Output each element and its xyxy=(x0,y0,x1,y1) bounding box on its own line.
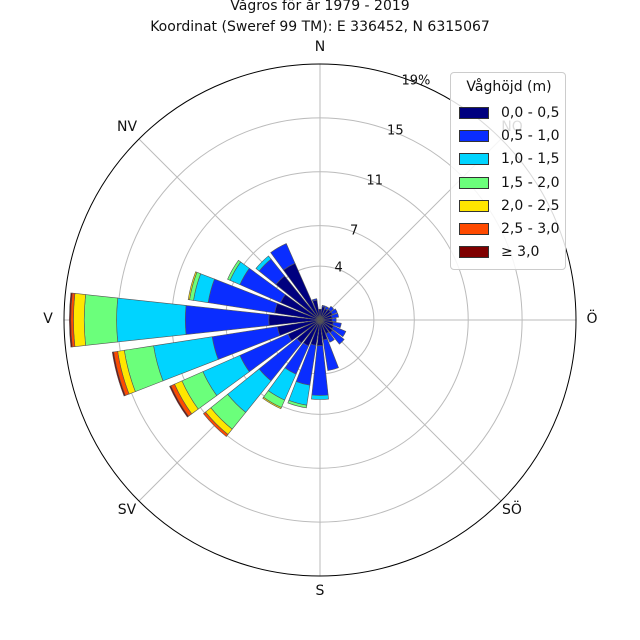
rose-bar-segment xyxy=(323,339,338,371)
radial-tick-label: 4 xyxy=(334,261,342,276)
legend-swatch xyxy=(459,153,489,165)
direction-label: SÖ xyxy=(502,502,522,518)
legend-label: 2,5 - 3,0 xyxy=(501,220,559,238)
rose-bar-segment xyxy=(332,318,336,321)
direction-label: NV xyxy=(117,119,137,135)
legend-entry: 1,0 - 1,5 xyxy=(459,150,565,168)
legend-entry: 0,5 - 1,0 xyxy=(459,127,565,145)
rose-bar-segment xyxy=(311,395,328,399)
rose-bar-segment xyxy=(73,293,85,346)
legend-entry: 2,5 - 3,0 xyxy=(459,220,565,238)
direction-label: N xyxy=(315,39,325,55)
radial-tick-label: 19% xyxy=(402,74,431,89)
legend-entry: 0,0 - 0,5 xyxy=(459,104,565,122)
legend: Våghöjd (m) 0,0 - 0,5 0,5 - 1,0 1,0 - 1,5 1… xyxy=(450,72,566,270)
legend-swatch xyxy=(459,223,489,235)
legend-entry: 1,5 - 2,0 xyxy=(459,174,565,192)
legend-label: ≥ 3,0 xyxy=(501,243,539,261)
legend-swatch xyxy=(459,130,489,142)
legend-entry: 2,0 - 2,5 xyxy=(459,197,565,215)
legend-entry: ≥ 3,0 xyxy=(459,243,565,261)
legend-swatch xyxy=(459,107,489,119)
radial-tick-label: 11 xyxy=(366,174,383,189)
legend-swatch xyxy=(459,177,489,189)
direction-label: V xyxy=(43,311,53,327)
legend-swatch xyxy=(459,200,489,212)
legend-label: 2,0 - 2,5 xyxy=(501,197,559,215)
rose-bar-segment xyxy=(117,298,187,342)
legend-label: 0,5 - 1,0 xyxy=(501,127,559,145)
radial-tick-label: 15 xyxy=(387,124,404,139)
radial-tick-label: 7 xyxy=(350,223,358,238)
rose-bar-segment xyxy=(84,295,118,346)
legend-label: 0,0 - 0,5 xyxy=(501,104,559,122)
direction-label: Ö xyxy=(586,311,597,327)
legend-title: Våghöjd (m) xyxy=(451,79,567,95)
legend-swatch xyxy=(459,246,489,258)
legend-label: 1,5 - 2,0 xyxy=(501,174,559,192)
direction-label: S xyxy=(316,583,325,599)
legend-label: 1,0 - 1,5 xyxy=(501,150,559,168)
direction-label: SV xyxy=(118,502,136,518)
